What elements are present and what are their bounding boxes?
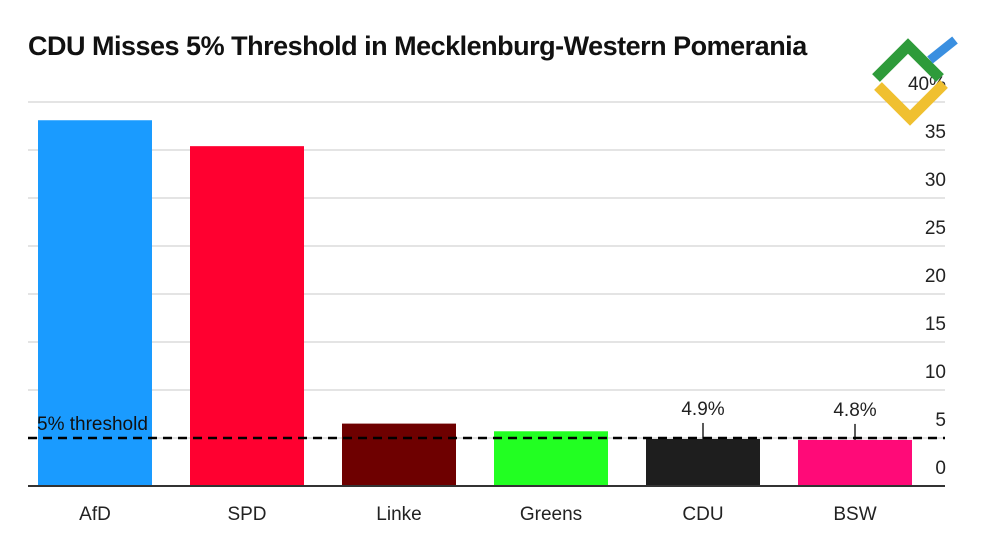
- bar: [646, 438, 760, 486]
- value-label: 4.9%: [681, 399, 724, 420]
- threshold-label: 5% threshold: [37, 414, 148, 435]
- value-label: 4.8%: [833, 400, 876, 421]
- y-tick-label: 30: [925, 170, 946, 191]
- y-tick-label: 10: [925, 362, 946, 383]
- bar: [38, 120, 152, 487]
- chart-title: CDU Misses 5% Threshold in Mecklenburg-W…: [28, 31, 808, 61]
- bar: [190, 146, 304, 486]
- y-tick-label: 20: [925, 266, 946, 287]
- x-tick-label: Greens: [520, 504, 582, 525]
- y-tick-label: 35: [925, 122, 946, 143]
- y-tick-label: 0: [935, 458, 946, 479]
- y-tick-label: 15: [925, 314, 946, 335]
- bar: [342, 423, 456, 486]
- y-tick-label: 5: [935, 410, 946, 431]
- y-tick-label: 25: [925, 218, 946, 239]
- x-tick-label: Linke: [376, 504, 421, 525]
- x-tick-label: AfD: [79, 504, 111, 525]
- x-tick-label: CDU: [682, 504, 723, 525]
- x-tick-label: BSW: [833, 504, 876, 525]
- bar: [494, 431, 608, 486]
- x-tick-label: SPD: [227, 504, 266, 525]
- logo: [872, 36, 958, 126]
- bar: [798, 439, 912, 486]
